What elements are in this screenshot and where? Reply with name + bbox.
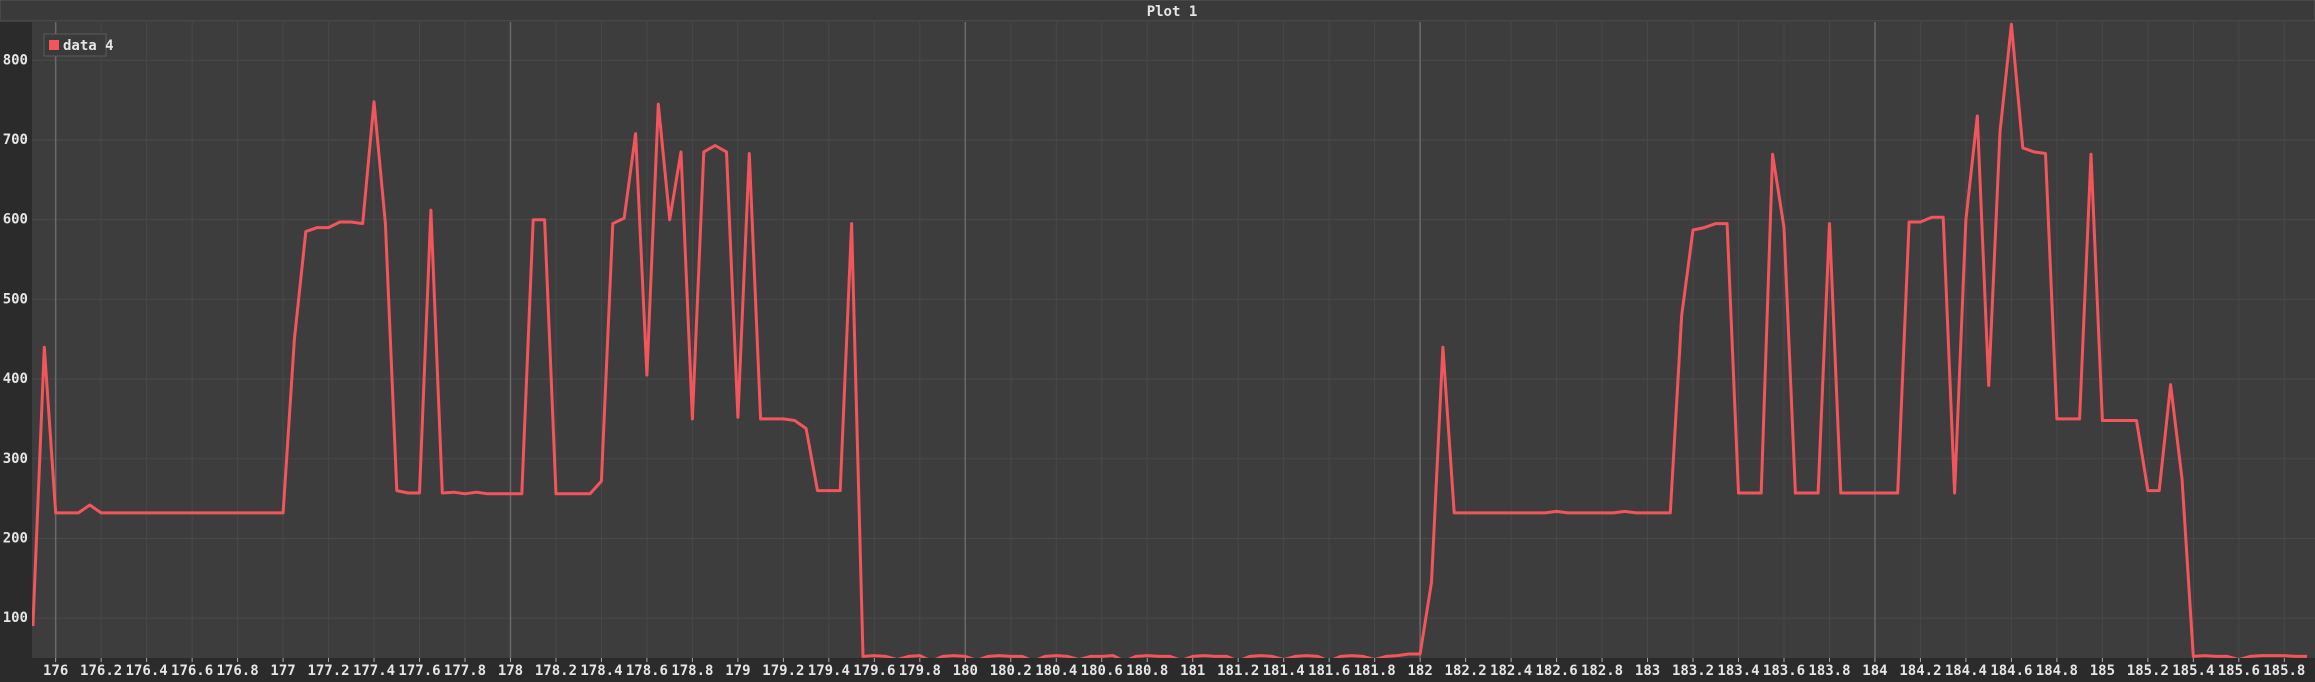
y-tick-label: 300 [3, 451, 28, 467]
y-tick-label: 400 [3, 371, 28, 387]
x-tick-label: 178.2 [535, 663, 577, 679]
legend-swatch [49, 40, 59, 50]
y-tick-label: 500 [3, 291, 28, 307]
x-tick-label: 183.2 [1672, 663, 1714, 679]
y-tick-label: 200 [3, 530, 28, 546]
x-tick-label: 180.2 [990, 663, 1032, 679]
x-tick-label: 185.8 [2263, 663, 2305, 679]
x-tick-label: 178 [498, 663, 523, 679]
y-tick-label: 600 [3, 212, 28, 228]
x-tick-label: 185.4 [2172, 663, 2214, 679]
x-tick-label: 182.4 [1490, 663, 1532, 679]
y-tick-label: 100 [3, 610, 28, 626]
series-group [32, 22, 2307, 658]
x-tick-label: 179.4 [808, 663, 850, 679]
x-tick-label: 184.6 [1990, 663, 2032, 679]
x-tick-label: 183.6 [1763, 663, 1805, 679]
y-tick-label: 800 [3, 52, 28, 68]
x-tick-label: 177.2 [307, 663, 349, 679]
x-tick-label: 181.4 [1263, 663, 1305, 679]
x-tick-label: 177.6 [398, 663, 440, 679]
x-tick-label: 178.4 [580, 663, 622, 679]
x-tick-label: 184 [1862, 663, 1887, 679]
y-tick-label: 700 [3, 132, 28, 148]
x-tick-label: 179.8 [899, 663, 941, 679]
x-tick-label: 176 [43, 663, 68, 679]
x-tick-label: 180.6 [1081, 663, 1123, 679]
x-tick-label: 178.6 [626, 663, 668, 679]
chart-title: Plot 1 [1147, 4, 1198, 20]
x-tick-label: 184.4 [1945, 663, 1987, 679]
x-tick-label: 185 [2090, 663, 2115, 679]
x-tick-label: 182.2 [1445, 663, 1487, 679]
x-tick-label: 183 [1635, 663, 1660, 679]
x-tick-label: 176.2 [80, 663, 122, 679]
plot-area [32, 22, 2315, 658]
x-tick-label: 182 [1407, 663, 1432, 679]
series-line [32, 22, 2307, 658]
x-tick-label: 179.6 [853, 663, 895, 679]
x-tick-label: 181.2 [1217, 663, 1259, 679]
x-tick-label: 180 [953, 663, 978, 679]
x-tick-label: 177.4 [353, 663, 395, 679]
x-tick-label: 180.4 [1035, 663, 1077, 679]
x-tick-label: 179.2 [762, 663, 804, 679]
x-tick-label: 185.6 [2218, 663, 2260, 679]
x-tick-label: 176.6 [171, 663, 213, 679]
x-tick-label: 184.2 [1899, 663, 1941, 679]
legend-box [43, 33, 107, 57]
x-tick-label: 179 [725, 663, 750, 679]
x-tick-label: 181 [1180, 663, 1205, 679]
x-tick-label: 183.4 [1717, 663, 1759, 679]
x-tick-label: 180.8 [1126, 663, 1168, 679]
x-tick-label: 182.8 [1581, 663, 1623, 679]
x-tick-label: 176.8 [217, 663, 259, 679]
x-tick-label: 181.6 [1308, 663, 1350, 679]
x-tick-label: 185.2 [2127, 663, 2169, 679]
x-tick-label: 181.8 [1354, 663, 1396, 679]
x-tick-label: 178.8 [671, 663, 713, 679]
x-tick-label: 183.8 [1808, 663, 1850, 679]
x-tick-label: 184.8 [2036, 663, 2078, 679]
title-bar [0, 0, 2315, 22]
legend-label: data 4 [63, 38, 114, 54]
x-tick-label: 177 [270, 663, 295, 679]
x-tick-label: 176.4 [126, 663, 168, 679]
x-tick-label: 182.6 [1535, 663, 1577, 679]
x-tick-label: 177.8 [444, 663, 486, 679]
